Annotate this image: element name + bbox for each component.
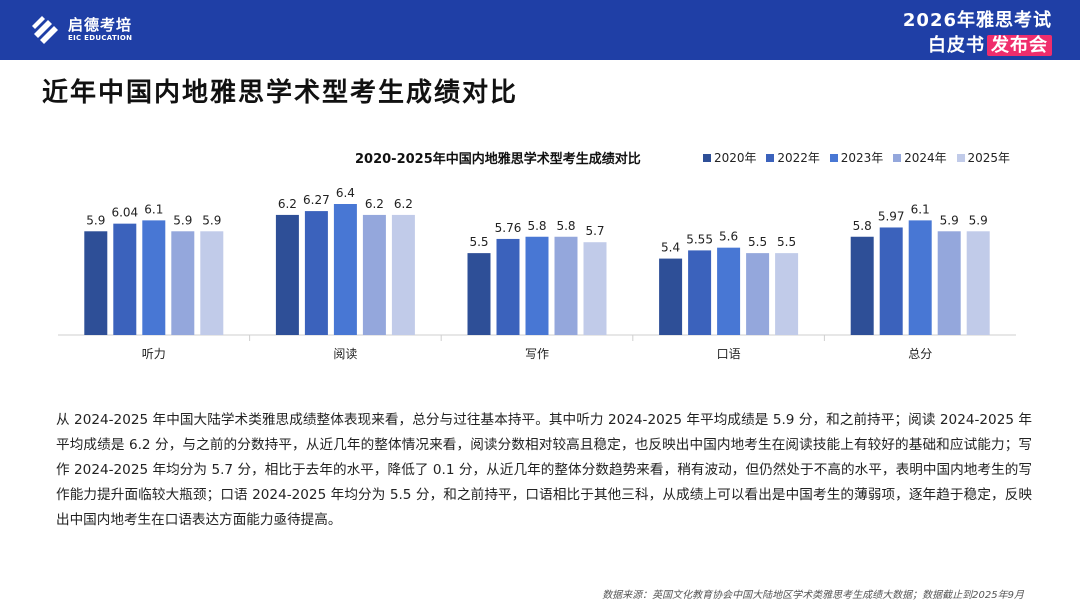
- legend-item: 2023年: [829, 149, 884, 166]
- legend-item: 2020年: [703, 149, 757, 166]
- page-title: 近年中国内地雅思学术型考生成绩对比: [42, 78, 519, 108]
- bar-value-label: 5.9: [969, 213, 988, 227]
- bar-value-label: 5.5: [777, 235, 796, 249]
- legend-swatch: [829, 154, 838, 162]
- header-bar: 启德考培 EIC EDUCATION 2026年雅思考试 白皮书 发布会: [0, 0, 1080, 60]
- brand-logo-icon: [32, 16, 58, 44]
- bar-value-label: 6.04: [111, 206, 138, 220]
- bar-value-label: 5.5: [469, 235, 488, 249]
- bar-value-label: 5.5: [748, 235, 767, 249]
- bar: [554, 236, 578, 335]
- event-title: 2026年雅思考试: [902, 10, 1052, 31]
- bar: [775, 253, 799, 335]
- legend-item: 2022年: [766, 149, 820, 166]
- bar-value-label: 5.9: [86, 213, 105, 227]
- bar-value-label: 5.76: [495, 221, 522, 235]
- chart-title: 2020-2025年中国内地雅思学术型考生成绩对比: [355, 152, 641, 167]
- bar: [84, 231, 108, 335]
- legend-item: 2025年: [956, 149, 1011, 166]
- category-label: 总分: [908, 347, 932, 361]
- bar-value-label: 5.55: [686, 232, 713, 246]
- bar: [908, 220, 932, 335]
- category-label: 口语: [717, 347, 741, 361]
- bar: [200, 231, 224, 335]
- category-label: 阅读: [333, 347, 357, 361]
- legend-label: 2022年: [777, 151, 820, 165]
- brand-name: 启德考培: [68, 16, 133, 34]
- bar: [171, 231, 195, 335]
- bar: [333, 204, 357, 335]
- category-label: 听力: [142, 347, 166, 361]
- event-subtitle-main: 白皮书: [928, 35, 985, 56]
- bar-value-label: 5.8: [527, 219, 546, 233]
- bar: [275, 214, 299, 335]
- analysis-paragraph: 从 2024-2025 年中国大陆学术类雅思成绩整体表现来看，总分与过往基本持平…: [56, 412, 1032, 528]
- bar: [362, 214, 386, 335]
- bar-value-label: 6.4: [336, 186, 355, 200]
- event-badge: 发布会: [987, 35, 1052, 56]
- legend-swatch: [766, 154, 775, 162]
- bar: [142, 220, 166, 335]
- event-subtitle: 白皮书 发布会: [928, 31, 1052, 57]
- bar-value-label: 5.8: [853, 219, 872, 233]
- data-source-note: 数据来源：英国文化教育协会中国大陆地区学术类雅思考生成绩大数据；数据截止到202…: [602, 590, 1024, 601]
- bar: [113, 223, 137, 335]
- bar: [525, 236, 549, 335]
- bar-value-label: 6.1: [144, 202, 163, 216]
- bar: [850, 236, 874, 335]
- brand-logo[interactable]: 启德考培 EIC EDUCATION: [30, 12, 150, 48]
- category-label: 写作: [525, 347, 549, 361]
- chart-legend: 2020年 2022年 2023年 2024年 2025年: [703, 149, 1016, 166]
- bar: [937, 231, 961, 335]
- bar-value-label: 5.9: [202, 213, 221, 227]
- bar-value-label: 6.2: [394, 197, 413, 211]
- brand-subtitle: EIC EDUCATION: [68, 34, 133, 42]
- bar-value-label: 5.6: [719, 230, 738, 244]
- bar-value-label: 6.2: [365, 197, 384, 211]
- bar-value-label: 5.7: [585, 224, 604, 238]
- legend-label: 2025年: [967, 151, 1011, 165]
- legend-swatch: [703, 154, 711, 162]
- bar: [467, 253, 491, 335]
- bar: [304, 211, 328, 335]
- bar-value-label: 5.9: [940, 213, 959, 227]
- legend-label: 2024年: [904, 151, 947, 165]
- legend-label: 2020年: [714, 151, 757, 165]
- bar-value-label: 5.97: [878, 209, 905, 223]
- bar: [688, 250, 712, 335]
- bar: [496, 238, 520, 335]
- bar-value-label: 5.4: [661, 241, 680, 255]
- bar-value-label: 5.9: [173, 213, 192, 227]
- legend-item: 2024年: [893, 149, 947, 166]
- bar-value-label: 6.1: [911, 202, 930, 216]
- legend-label: 2023年: [840, 151, 884, 165]
- bar: [583, 242, 607, 335]
- bar: [717, 247, 741, 335]
- bar: [746, 253, 770, 335]
- bar-value-label: 6.2: [278, 197, 297, 211]
- legend-swatch: [956, 154, 965, 162]
- bar: [391, 214, 415, 335]
- bar-value-label: 5.8: [556, 219, 575, 233]
- bar: [659, 258, 683, 335]
- legend-swatch: [893, 154, 902, 162]
- bar: [966, 231, 990, 335]
- bar: [879, 227, 903, 335]
- bar-value-label: 6.27: [303, 193, 330, 207]
